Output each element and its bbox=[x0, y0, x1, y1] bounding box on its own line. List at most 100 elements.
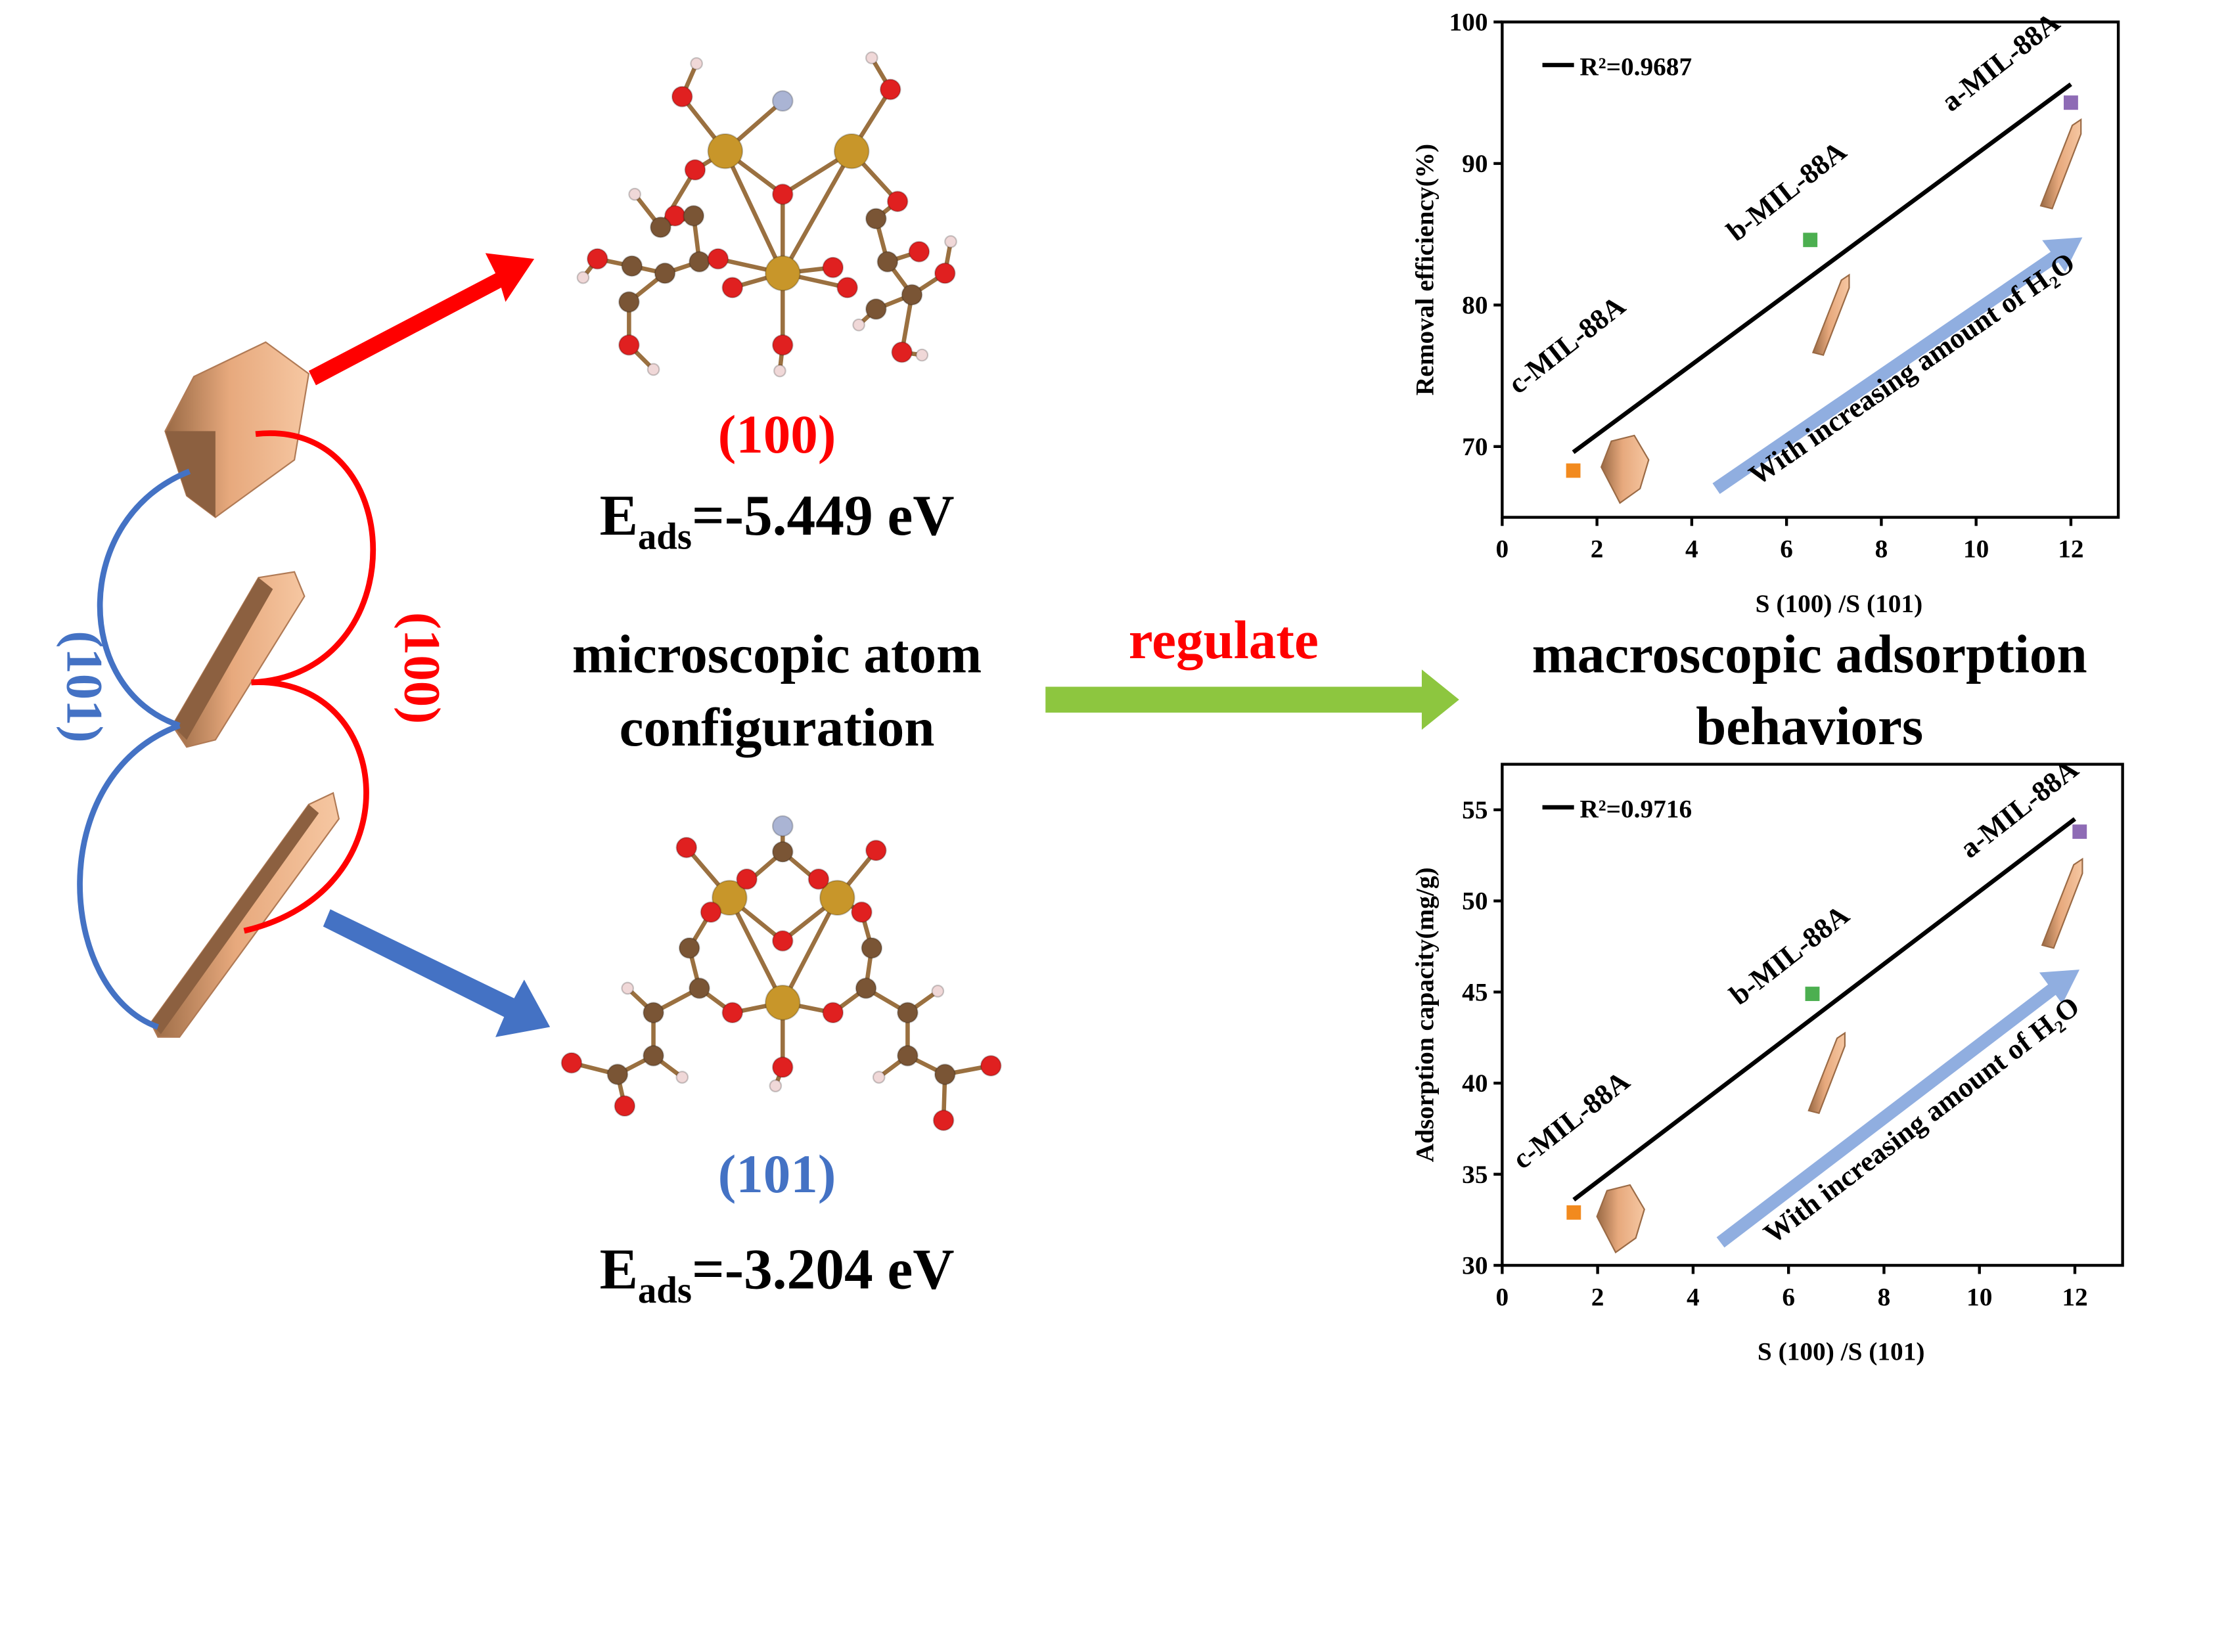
face-label: (100) bbox=[718, 404, 836, 464]
face-label: (101) bbox=[56, 631, 113, 742]
value: =-5.449 eV bbox=[692, 483, 954, 547]
atom bbox=[700, 901, 722, 924]
data-point bbox=[2064, 95, 2078, 110]
atom bbox=[576, 271, 590, 284]
crystal-icon bbox=[1596, 1184, 1645, 1254]
atom bbox=[897, 1002, 919, 1024]
x-tick-label: 4 bbox=[1685, 535, 1698, 564]
trend-arrowhead bbox=[2039, 970, 2080, 1004]
atom bbox=[771, 90, 794, 112]
atom bbox=[901, 284, 923, 306]
atom bbox=[628, 187, 641, 201]
y-tick-label: 90 bbox=[1462, 149, 1488, 178]
atom bbox=[851, 901, 873, 924]
atom bbox=[618, 334, 640, 356]
energy: Eads=-5.449 eV bbox=[600, 483, 955, 558]
legend-label: R²=0.9716 bbox=[1579, 794, 1692, 823]
annotation: With increasing amount of H₂O bbox=[1744, 246, 2081, 491]
atom bbox=[773, 364, 786, 378]
atom bbox=[675, 1071, 689, 1084]
atom bbox=[865, 208, 887, 230]
x-tick-label: 6 bbox=[1782, 1283, 1795, 1312]
atom bbox=[872, 1071, 886, 1084]
x-tick-label: 2 bbox=[1591, 535, 1604, 564]
face-label: (100) bbox=[393, 612, 450, 724]
atom bbox=[876, 251, 899, 273]
bond bbox=[781, 150, 854, 275]
atom bbox=[833, 133, 870, 169]
y-tick-label: 70 bbox=[1462, 432, 1488, 461]
x-tick-label: 2 bbox=[1591, 1283, 1604, 1312]
y-tick-label: 40 bbox=[1462, 1069, 1488, 1098]
symbol: E bbox=[600, 1237, 638, 1301]
atom bbox=[980, 1055, 1002, 1077]
atom bbox=[769, 1079, 783, 1092]
atom bbox=[764, 255, 801, 292]
atom bbox=[771, 815, 794, 837]
atom bbox=[886, 190, 909, 213]
face-label: (101) bbox=[718, 1144, 836, 1204]
x-axis-label: S (100) /S (101) bbox=[1758, 1337, 1925, 1366]
atom bbox=[764, 985, 801, 1021]
chart: 0 2 4 6 8 10 12 30 35 40 45 50 55 Adsorption capacity… bbox=[1410, 753, 2124, 1366]
atom bbox=[684, 159, 706, 181]
y-tick-label: 100 bbox=[1449, 8, 1488, 37]
crystal-icon bbox=[1811, 273, 1850, 356]
atom bbox=[712, 880, 748, 916]
x-tick-label: 12 bbox=[2062, 1283, 2087, 1312]
atom bbox=[654, 262, 676, 284]
point-label: c-MIL-88A bbox=[1503, 290, 1631, 400]
crystal-icon bbox=[2039, 118, 2082, 210]
atom bbox=[771, 841, 794, 863]
energy: Eads=-3.204 eV bbox=[600, 1237, 955, 1311]
caption: macroscopic adsorption bbox=[1532, 624, 2087, 684]
atom bbox=[822, 256, 844, 279]
atom bbox=[944, 235, 957, 248]
atom bbox=[678, 937, 700, 959]
fit-line bbox=[1572, 82, 2072, 455]
subscript: ads bbox=[638, 516, 692, 558]
plot-frame bbox=[1501, 763, 2124, 1267]
data-point bbox=[1805, 987, 1820, 1001]
data-point bbox=[1566, 1205, 1581, 1220]
atom bbox=[865, 839, 887, 862]
legend-label: R²=0.9687 bbox=[1579, 52, 1692, 81]
y-tick-label: 30 bbox=[1462, 1251, 1488, 1280]
atom bbox=[689, 977, 710, 999]
atom bbox=[689, 251, 710, 273]
y-axis-label: Removal efficiency(%) bbox=[1410, 144, 1439, 395]
atom bbox=[560, 1052, 583, 1074]
caption: regulate bbox=[1129, 610, 1319, 670]
x-tick-label: 12 bbox=[2058, 535, 2083, 564]
atom bbox=[621, 981, 635, 995]
atom bbox=[771, 929, 794, 952]
crystals bbox=[150, 341, 340, 1038]
atom bbox=[647, 363, 660, 376]
atom bbox=[852, 318, 865, 332]
value: =-3.204 eV bbox=[692, 1237, 954, 1301]
point-label: b-MIL-88A bbox=[1721, 135, 1852, 248]
caption: microscopic atom bbox=[572, 624, 982, 684]
atom bbox=[721, 1002, 744, 1024]
symbol: E bbox=[600, 483, 638, 547]
atom bbox=[908, 240, 930, 263]
atom bbox=[721, 277, 744, 299]
atom bbox=[932, 1109, 955, 1131]
plot-frame bbox=[1501, 20, 2120, 519]
molecule-100 bbox=[576, 51, 957, 378]
atom bbox=[836, 277, 859, 299]
atom bbox=[650, 216, 671, 238]
atom bbox=[707, 133, 744, 169]
caption: behaviors bbox=[1696, 696, 1923, 756]
trend-arrow bbox=[1712, 246, 2066, 494]
bond bbox=[781, 897, 840, 1004]
chart: 0 2 4 6 8 10 12 70 80 90 100 Removal efficiency(%) S… bbox=[1410, 7, 2120, 618]
y-tick-label: 35 bbox=[1462, 1160, 1488, 1189]
atom bbox=[643, 1002, 664, 1024]
bond bbox=[723, 150, 785, 275]
y-tick-label: 55 bbox=[1462, 795, 1488, 824]
atom bbox=[865, 298, 887, 321]
atom bbox=[621, 255, 643, 277]
bond bbox=[727, 897, 785, 1004]
